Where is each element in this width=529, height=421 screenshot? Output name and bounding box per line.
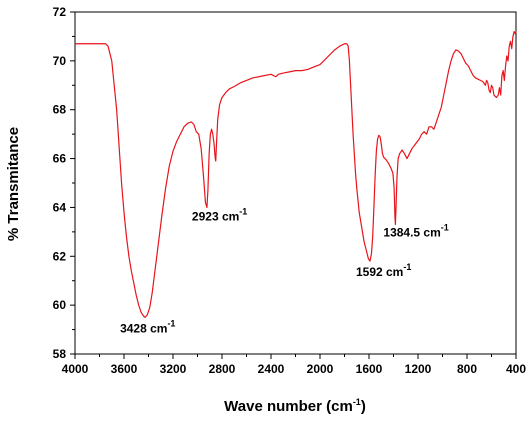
x-tick-label: 400 (506, 362, 526, 376)
peak-annotation: 1384.5 cm-1 (383, 223, 448, 240)
x-tick-label: 3600 (111, 362, 138, 376)
peak-annotation: 1592 cm-1 (356, 262, 411, 279)
spectrum-line (75, 30, 517, 318)
y-tick-label: 66 (53, 152, 67, 166)
y-tick-label: 70 (53, 54, 67, 68)
x-tick-label: 2400 (258, 362, 285, 376)
y-tick-label: 62 (53, 249, 67, 263)
x-tick-label: 3200 (160, 362, 187, 376)
y-tick-label: 58 (53, 347, 67, 361)
x-tick-label: 800 (457, 362, 477, 376)
x-tick-label: 4000 (62, 362, 89, 376)
y-axis-ticks: 58 60 62 64 66 68 70 72 (53, 5, 75, 361)
x-axis-title: Wave number (cm-1) (224, 397, 366, 415)
peak-annotation: 3428 cm-1 (120, 318, 175, 335)
y-tick-label: 72 (53, 5, 67, 19)
y-tick-label: 64 (53, 200, 67, 214)
y-axis-title: % Transmitance (5, 127, 22, 241)
x-tick-label: 2000 (307, 362, 334, 376)
y-tick-label: 68 (53, 103, 67, 117)
x-tick-label: 1600 (356, 362, 383, 376)
x-tick-label: 2800 (209, 362, 236, 376)
series-layer (75, 30, 517, 318)
y-tick-label: 60 (53, 298, 67, 312)
annotation-layer: 3428 cm-1 2923 cm-1 1592 cm-1 1384.5 cm-1 (120, 206, 449, 335)
peak-annotation: 2923 cm-1 (192, 206, 247, 223)
x-tick-label: 1200 (405, 362, 432, 376)
x-axis-ticks: 4000 3600 3200 2800 2400 2000 1600 1200 800 400 (62, 354, 526, 376)
